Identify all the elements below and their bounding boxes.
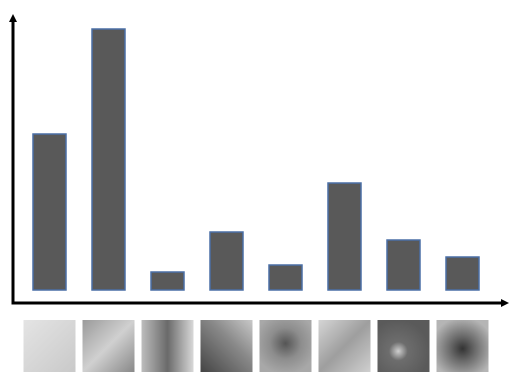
bar xyxy=(91,28,126,291)
thumbnail-image xyxy=(377,320,430,372)
thumbnail-image xyxy=(436,320,489,372)
thumbnail-image xyxy=(82,320,135,372)
thumbnail-image xyxy=(141,320,194,372)
thumbnail-image xyxy=(23,320,76,372)
bar xyxy=(386,239,421,291)
thumbnail-image xyxy=(259,320,312,372)
bar xyxy=(445,256,480,291)
bar xyxy=(209,231,244,291)
bar xyxy=(327,182,362,291)
thumbnail-image xyxy=(318,320,371,372)
bar xyxy=(150,271,185,291)
bar xyxy=(32,133,67,291)
thumbnail-image xyxy=(200,320,253,372)
bar xyxy=(268,264,303,291)
